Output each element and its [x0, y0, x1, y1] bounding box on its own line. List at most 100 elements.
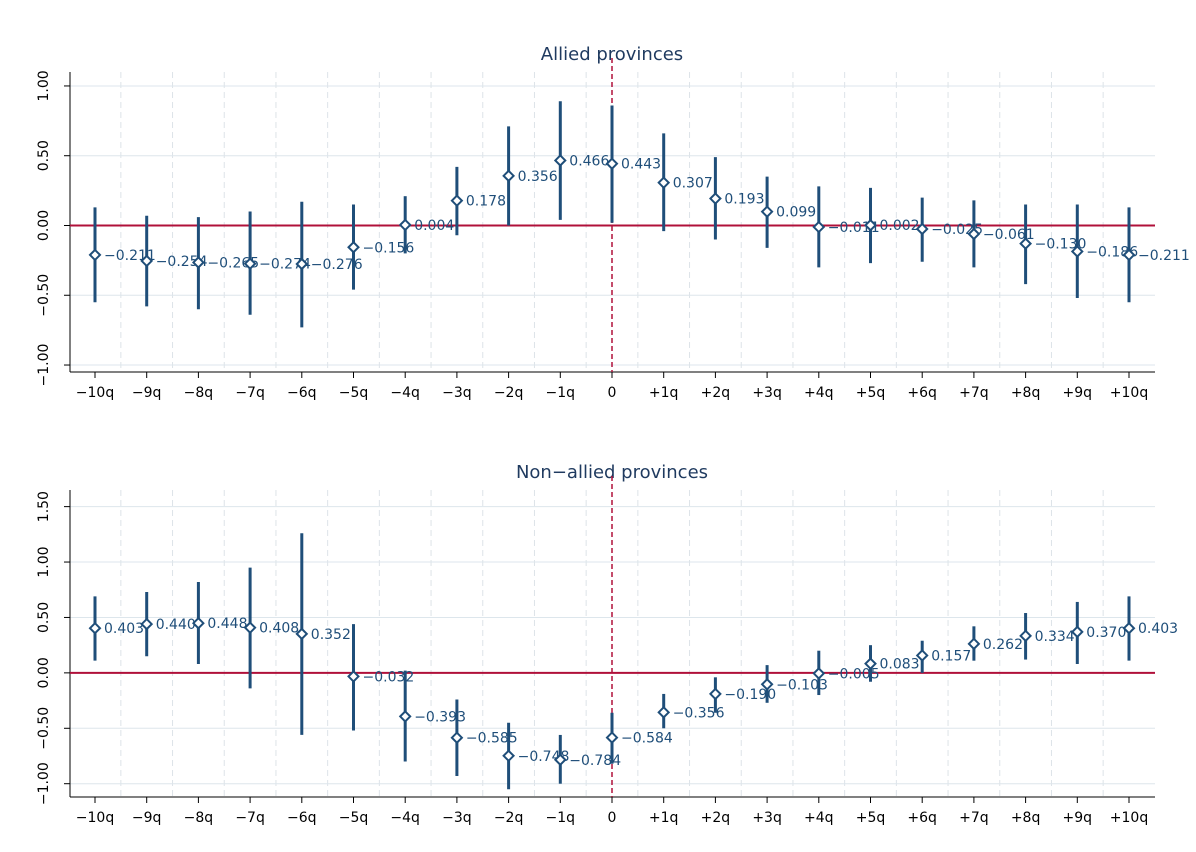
data-label: −0.254	[156, 254, 208, 270]
x-tick-label: −4q	[390, 385, 420, 401]
x-tick-label: −9q	[132, 810, 162, 826]
x-tick-label: +6q	[907, 385, 937, 401]
point-marker	[605, 731, 619, 745]
x-tick-label: −7q	[235, 385, 265, 401]
x-tick-label: +7q	[959, 810, 989, 826]
x-tick-label: +8q	[1011, 385, 1041, 401]
data-label: −0.032	[363, 669, 415, 685]
x-tick-label: −6q	[287, 810, 317, 826]
y-tick-label: 0.50	[36, 602, 52, 633]
data-label: −0.265	[207, 255, 259, 271]
point-marker	[398, 218, 412, 232]
x-tick-label: −3q	[442, 810, 472, 826]
point-marker	[191, 256, 205, 269]
x-tick-label: −2q	[494, 810, 524, 826]
x-tick-label: +4q	[804, 810, 834, 826]
y-tick-label: 0.00	[36, 210, 52, 241]
x-tick-label: +9q	[1063, 385, 1093, 401]
x-tick-label: +6q	[907, 810, 937, 826]
data-label: 0.466	[569, 153, 609, 169]
point-marker	[812, 220, 826, 234]
data-label: 0.352	[311, 627, 351, 643]
data-label: 0.403	[104, 621, 144, 637]
x-tick-label: +5q	[856, 385, 886, 401]
data-label: 0.083	[880, 657, 920, 673]
data-label: 0.193	[724, 192, 764, 208]
x-tick-label: −10q	[76, 810, 114, 826]
data-label: −0.356	[673, 705, 725, 721]
point-marker	[657, 176, 671, 190]
x-tick-label: +2q	[701, 810, 731, 826]
data-label: −0.156	[363, 240, 415, 256]
y-tick-label: −0.50	[36, 707, 52, 750]
x-tick-label: −4q	[390, 810, 420, 826]
data-label: −0.130	[1035, 237, 1087, 253]
data-label: 0.307	[673, 176, 713, 192]
point-marker	[708, 687, 722, 701]
point-marker	[243, 257, 257, 271]
data-label: 0.370	[1086, 625, 1126, 641]
y-tick-label: −0.50	[36, 274, 52, 317]
data-label: 0.403	[1138, 621, 1178, 637]
point-marker	[864, 218, 877, 232]
y-tick-label: 1.00	[36, 70, 52, 101]
x-tick-label: +7q	[959, 385, 989, 401]
x-tick-label: +1q	[649, 810, 679, 826]
data-label: 0.448	[207, 616, 247, 632]
y-tick-label: 0.50	[36, 140, 52, 171]
point-marker	[864, 657, 877, 671]
y-tick-label: 1.00	[36, 546, 52, 577]
x-tick-label: −5q	[339, 385, 369, 401]
point-marker	[140, 254, 154, 268]
data-label: −0.103	[776, 677, 828, 693]
data-label: 0.408	[259, 621, 299, 637]
point-marker	[191, 616, 205, 630]
data-label: 0.178	[466, 194, 506, 210]
x-tick-label: −5q	[339, 810, 369, 826]
x-tick-label: +3q	[752, 810, 782, 826]
data-label: −0.584	[621, 731, 673, 747]
x-tick-label: −9q	[132, 385, 162, 401]
point-marker	[657, 705, 671, 719]
x-tick-label: −2q	[494, 385, 524, 401]
point-marker	[553, 154, 567, 167]
data-label: 0.443	[621, 157, 661, 173]
panel-title: Non−allied provinces	[516, 462, 708, 483]
x-tick-label: +5q	[856, 810, 886, 826]
x-tick-label: −1q	[546, 385, 576, 401]
data-label: −0.276	[311, 257, 363, 273]
point-marker	[1070, 625, 1084, 639]
point-marker	[915, 649, 929, 662]
x-tick-label: −3q	[442, 385, 472, 401]
data-label: 0.157	[931, 648, 971, 664]
data-label: 0.002	[880, 218, 920, 234]
x-tick-label: −1q	[546, 810, 576, 826]
point-marker	[1122, 248, 1136, 262]
x-tick-label: −6q	[287, 385, 317, 401]
x-tick-label: +10q	[1110, 810, 1148, 826]
non-allied-provinces-panel: Non−allied provinces −1.00 −0.50 0.00 0.50 1…	[36, 462, 1178, 826]
point-marker	[708, 192, 722, 205]
x-tick-label: −7q	[235, 810, 265, 826]
x-tick-label: +2q	[701, 385, 731, 401]
point-marker	[760, 205, 774, 219]
x-tick-label: +4q	[804, 385, 834, 401]
point-marker	[347, 240, 360, 254]
data-label: −0.211	[1138, 248, 1190, 264]
data-label: 0.334	[1035, 629, 1075, 645]
point-marker	[398, 710, 412, 723]
data-label: −0.585	[466, 731, 518, 747]
allied-provinces-panel: Allied provinces −1.00 −0.50 0.00 0.50 1.00 −…	[36, 44, 1190, 401]
data-label: 0.004	[414, 218, 454, 234]
data-label: 0.440	[156, 617, 196, 633]
point-marker	[502, 169, 516, 183]
data-label: −0.061	[983, 227, 1035, 243]
x-tick-label: −8q	[184, 810, 214, 826]
point-marker	[243, 621, 257, 635]
data-label: −0.784	[569, 753, 621, 769]
point-marker	[140, 617, 154, 631]
data-label: −0.005	[828, 666, 880, 682]
point-marker	[347, 670, 360, 683]
y-tick-label: 0.00	[36, 657, 52, 688]
